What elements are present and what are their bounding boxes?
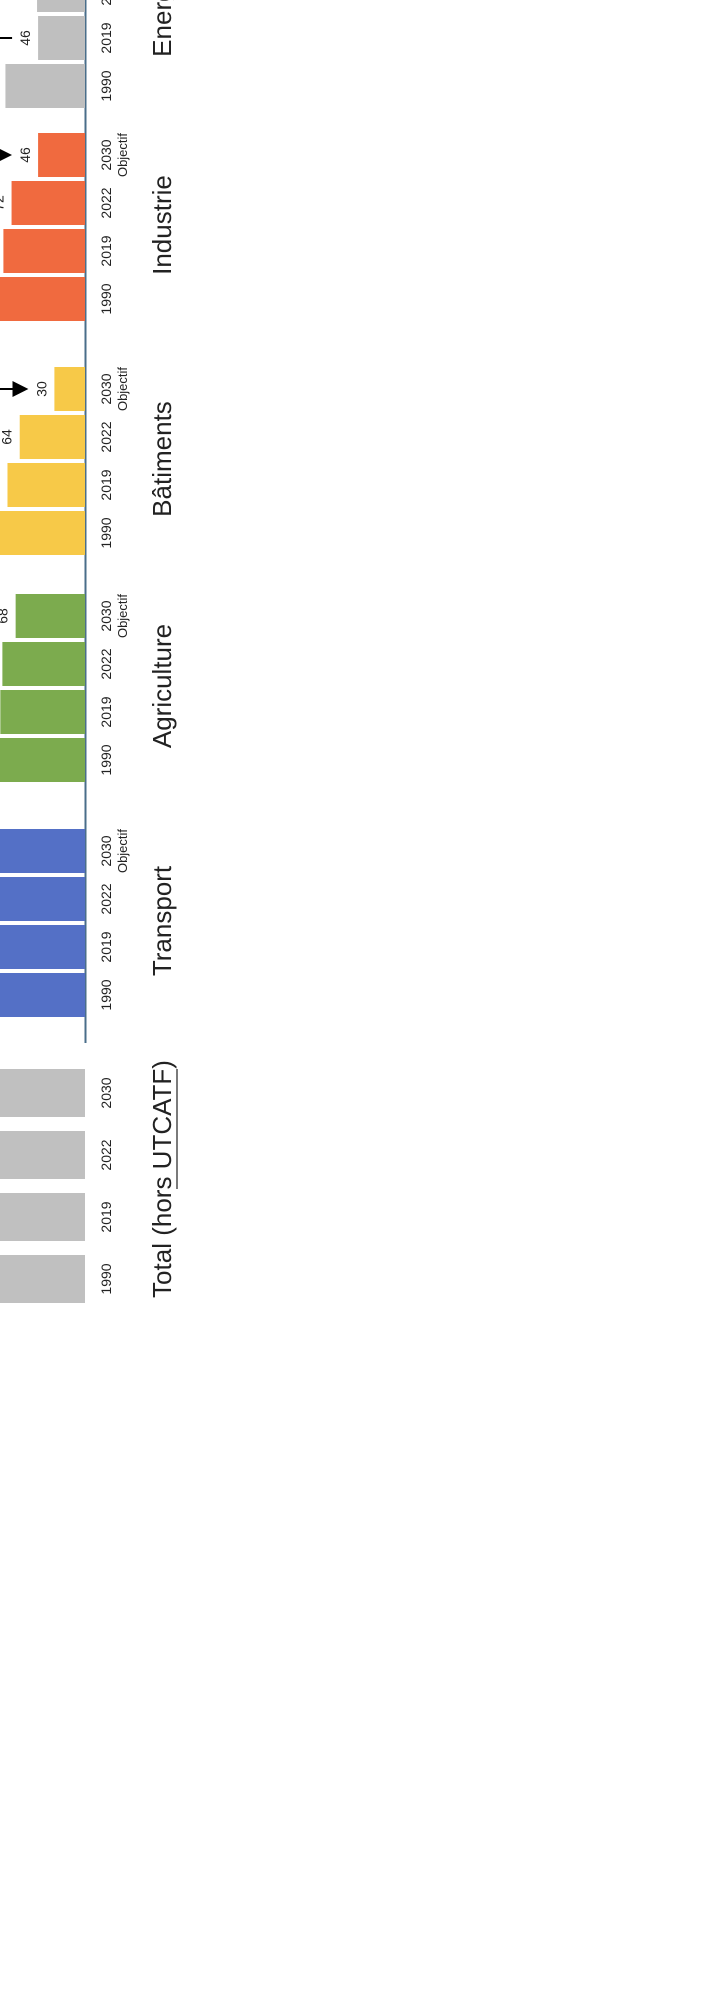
category-label: 2019 bbox=[98, 22, 114, 53]
category-label: 1990 bbox=[98, 979, 114, 1010]
category-label: 2022 bbox=[98, 421, 114, 452]
value-label: 46 bbox=[17, 147, 33, 163]
group-agriculture: 1990201920222030Objectif92838168-18%Agri… bbox=[0, 594, 177, 782]
group-title: Total (hors UTCATF) bbox=[147, 1060, 177, 1298]
category-label: 2030 bbox=[98, 139, 114, 170]
value-label: 46 bbox=[17, 30, 33, 46]
group-total-hors-utcatf-: 1990201920222030544434408269-38%-50%Tota… bbox=[0, 1060, 178, 1303]
bar bbox=[0, 738, 85, 782]
bar bbox=[19, 415, 85, 459]
bar bbox=[15, 594, 86, 638]
bar bbox=[2, 642, 86, 686]
group-industrie: 1990201920222030Objectif143807246-43%Ind… bbox=[0, 133, 177, 321]
bar bbox=[0, 925, 85, 969]
category-label: 2030 bbox=[98, 600, 114, 631]
group-title: Agriculture bbox=[147, 624, 177, 748]
bar bbox=[5, 64, 85, 108]
bar bbox=[3, 229, 86, 273]
group-transport: 1990201920222030Objectif12413512992-32%T… bbox=[0, 829, 177, 1017]
bar bbox=[37, 0, 85, 12]
category-label-sub: Objectif bbox=[115, 594, 130, 638]
group-title: Industrie bbox=[147, 175, 177, 275]
bar bbox=[0, 1131, 85, 1179]
category-label-sub: Objectif bbox=[115, 829, 130, 873]
category-label: 2022 bbox=[98, 1139, 114, 1170]
group-energie: 1990201920222030Objectif78464727-41%Ener… bbox=[0, 0, 177, 108]
category-label: 2019 bbox=[98, 931, 114, 962]
bar bbox=[0, 1193, 85, 1241]
group-b-timents: 1990201920222030Objectif93766430-61%Bâti… bbox=[0, 367, 177, 555]
value-label: 76 bbox=[0, 477, 2, 493]
bar bbox=[54, 367, 86, 411]
group-title: Transport bbox=[147, 865, 177, 976]
bar bbox=[0, 829, 85, 873]
bar bbox=[0, 1255, 85, 1303]
category-label-sub: Objectif bbox=[115, 133, 130, 177]
bar bbox=[11, 181, 85, 225]
category-label: 2022 bbox=[98, 187, 114, 218]
category-label: 2019 bbox=[98, 1201, 114, 1232]
bar bbox=[0, 277, 86, 321]
category-label: 1990 bbox=[98, 517, 114, 548]
category-label: 2019 bbox=[98, 469, 114, 500]
category-label: 1990 bbox=[98, 1263, 114, 1294]
value-label: 68 bbox=[0, 608, 11, 624]
bar bbox=[0, 1069, 85, 1117]
bar bbox=[38, 133, 86, 177]
bar bbox=[7, 463, 85, 507]
category-label: 1990 bbox=[98, 744, 114, 775]
group-title: Energie bbox=[147, 0, 177, 57]
bar bbox=[0, 973, 86, 1017]
category-label: 2022 bbox=[98, 0, 114, 6]
chart-rotated-frame: 1990201920222030544434408269-38%-50%Tota… bbox=[0, 0, 178, 1303]
category-label: 2019 bbox=[98, 235, 114, 266]
bar bbox=[0, 511, 86, 555]
bar bbox=[38, 16, 86, 60]
category-label: 1990 bbox=[98, 70, 114, 101]
category-label: 2030 bbox=[98, 373, 114, 404]
category-label-sub: Objectif bbox=[115, 367, 130, 411]
bar bbox=[0, 877, 85, 921]
category-label: 2022 bbox=[98, 648, 114, 679]
value-label: 72 bbox=[0, 195, 7, 211]
category-label: 2022 bbox=[98, 883, 114, 914]
value-label: 30 bbox=[33, 381, 49, 397]
group-title: Bâtiments bbox=[147, 401, 177, 517]
category-label: 2030 bbox=[98, 1077, 114, 1108]
value-label: 64 bbox=[0, 429, 15, 445]
category-label: 1990 bbox=[98, 283, 114, 314]
bar bbox=[0, 690, 86, 734]
category-label: 2019 bbox=[98, 696, 114, 727]
category-label: 2030 bbox=[98, 835, 114, 866]
